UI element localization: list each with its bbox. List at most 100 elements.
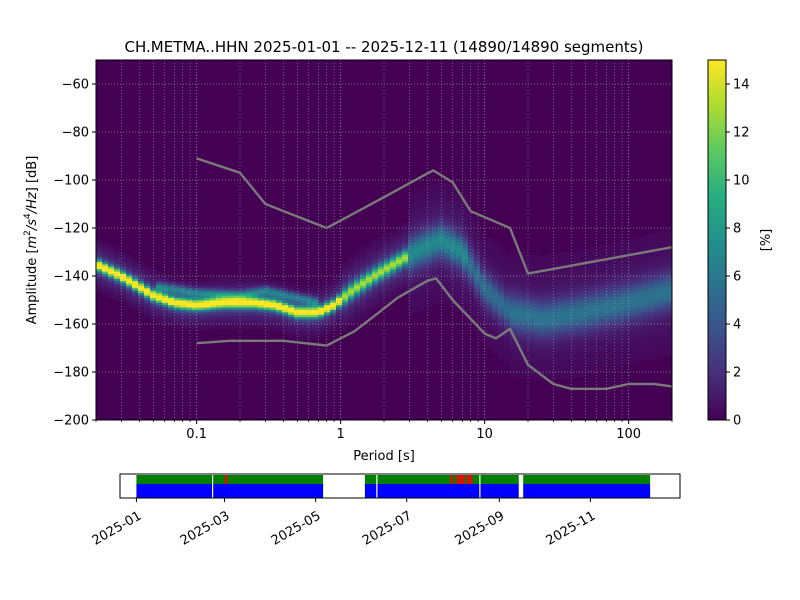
heatmap-cell [648, 316, 655, 320]
heatmap-cell [558, 331, 565, 334]
heatmap-cell [534, 326, 541, 330]
heatmap-cell [648, 348, 655, 351]
heatmap-cell [570, 295, 577, 298]
heatmap-cell [510, 312, 517, 315]
heatmap-cell [534, 273, 541, 277]
heatmap-cell [456, 199, 463, 202]
heatmap-cell [666, 302, 672, 306]
heatmap-cell [468, 259, 475, 262]
heatmap-cell [636, 244, 643, 248]
heatmap-cell [222, 280, 229, 284]
heatmap-cell [570, 357, 577, 361]
heatmap-cell [456, 297, 463, 301]
heatmap-cell [264, 283, 271, 286]
heatmap-cell [228, 314, 235, 318]
heatmap-cell [396, 254, 403, 258]
heatmap-cell [588, 297, 595, 301]
heatmap-cell [642, 338, 649, 342]
heatmap-cell [144, 295, 151, 298]
heatmap-cell [570, 355, 577, 358]
heatmap-cell [570, 338, 577, 342]
heatmap-cell [600, 252, 607, 255]
heatmap-cell [474, 285, 481, 289]
heatmap-cell [174, 297, 181, 301]
heatmap-cell [636, 271, 643, 274]
heatmap-cell [450, 280, 457, 284]
heatmap-cell [402, 276, 409, 279]
heatmap-cell [636, 261, 643, 265]
heatmap-cell [282, 312, 289, 315]
heatmap-cell [486, 276, 493, 279]
heatmap-cell [420, 300, 427, 303]
heatmap-cell [432, 302, 439, 306]
heatmap-cell [408, 290, 415, 294]
heatmap-cell [312, 300, 319, 303]
heatmap-cell [564, 252, 571, 255]
heatmap-cell [624, 271, 631, 274]
heatmap-cell [642, 333, 649, 337]
heatmap-cell [588, 367, 595, 370]
heatmap-cell [216, 326, 223, 330]
heatmap-cell [540, 324, 547, 327]
heatmap-cell [624, 256, 631, 260]
heatmap-cell [474, 264, 481, 267]
heatmap-cell [660, 237, 667, 241]
heatmap-cell [480, 297, 487, 301]
heatmap-cell [630, 273, 637, 277]
heatmap-cell [624, 336, 631, 339]
heatmap-cell [612, 324, 619, 327]
heatmap-cell [474, 314, 481, 318]
heatmap-cell [282, 297, 289, 301]
heatmap-cell [426, 211, 433, 214]
heatmap-cell [234, 278, 241, 282]
heatmap-cell [540, 360, 547, 363]
heatmap-cell [654, 271, 661, 274]
heatmap-cell [540, 316, 547, 320]
heatmap-cell [444, 244, 451, 248]
heatmap-cell [432, 218, 439, 222]
heatmap-cell [570, 367, 577, 370]
heatmap-cell [516, 285, 523, 289]
heatmap-cell [516, 367, 523, 370]
heatmap-cell [546, 321, 553, 325]
heatmap-cell [576, 321, 583, 325]
heatmap-cell [630, 259, 637, 262]
heatmap-cell [312, 328, 319, 332]
heatmap-cell [522, 362, 529, 366]
heatmap-cell [612, 271, 619, 274]
heatmap-cell [426, 266, 433, 270]
heatmap-cell [450, 199, 457, 202]
heatmap-cell [546, 352, 553, 356]
heatmap-cell [588, 288, 595, 291]
heatmap-cell [258, 316, 265, 320]
heatmap-cell [396, 237, 403, 241]
heatmap-cell [300, 297, 307, 301]
heatmap-cell [636, 360, 643, 363]
heatmap-cell [588, 369, 595, 373]
heatmap-cell [414, 288, 421, 291]
heatmap-cell [444, 280, 451, 284]
heatmap-cell [516, 319, 523, 322]
heatmap-cell [600, 326, 607, 330]
heatmap-cell [384, 249, 391, 253]
heatmap-cell [186, 290, 193, 294]
heatmap-cell [180, 278, 187, 282]
heatmap-cell [264, 324, 271, 327]
heatmap-cell [528, 285, 535, 289]
heatmap-cell [216, 285, 223, 289]
heatmap-cell [420, 201, 427, 205]
heatmap-cell [486, 266, 493, 270]
heatmap-cell [462, 235, 469, 238]
heatmap-cell [420, 228, 427, 231]
heatmap-cell [468, 285, 475, 289]
heatmap-cell [162, 273, 169, 277]
heatmap-cell [276, 314, 283, 318]
heatmap-cell [624, 290, 631, 294]
heatmap-cell [432, 232, 439, 236]
heatmap-cell [312, 316, 319, 320]
heatmap-cell [324, 324, 331, 327]
heatmap-cell [264, 316, 271, 320]
heatmap-cell [606, 290, 613, 294]
heatmap-cell [432, 220, 439, 224]
